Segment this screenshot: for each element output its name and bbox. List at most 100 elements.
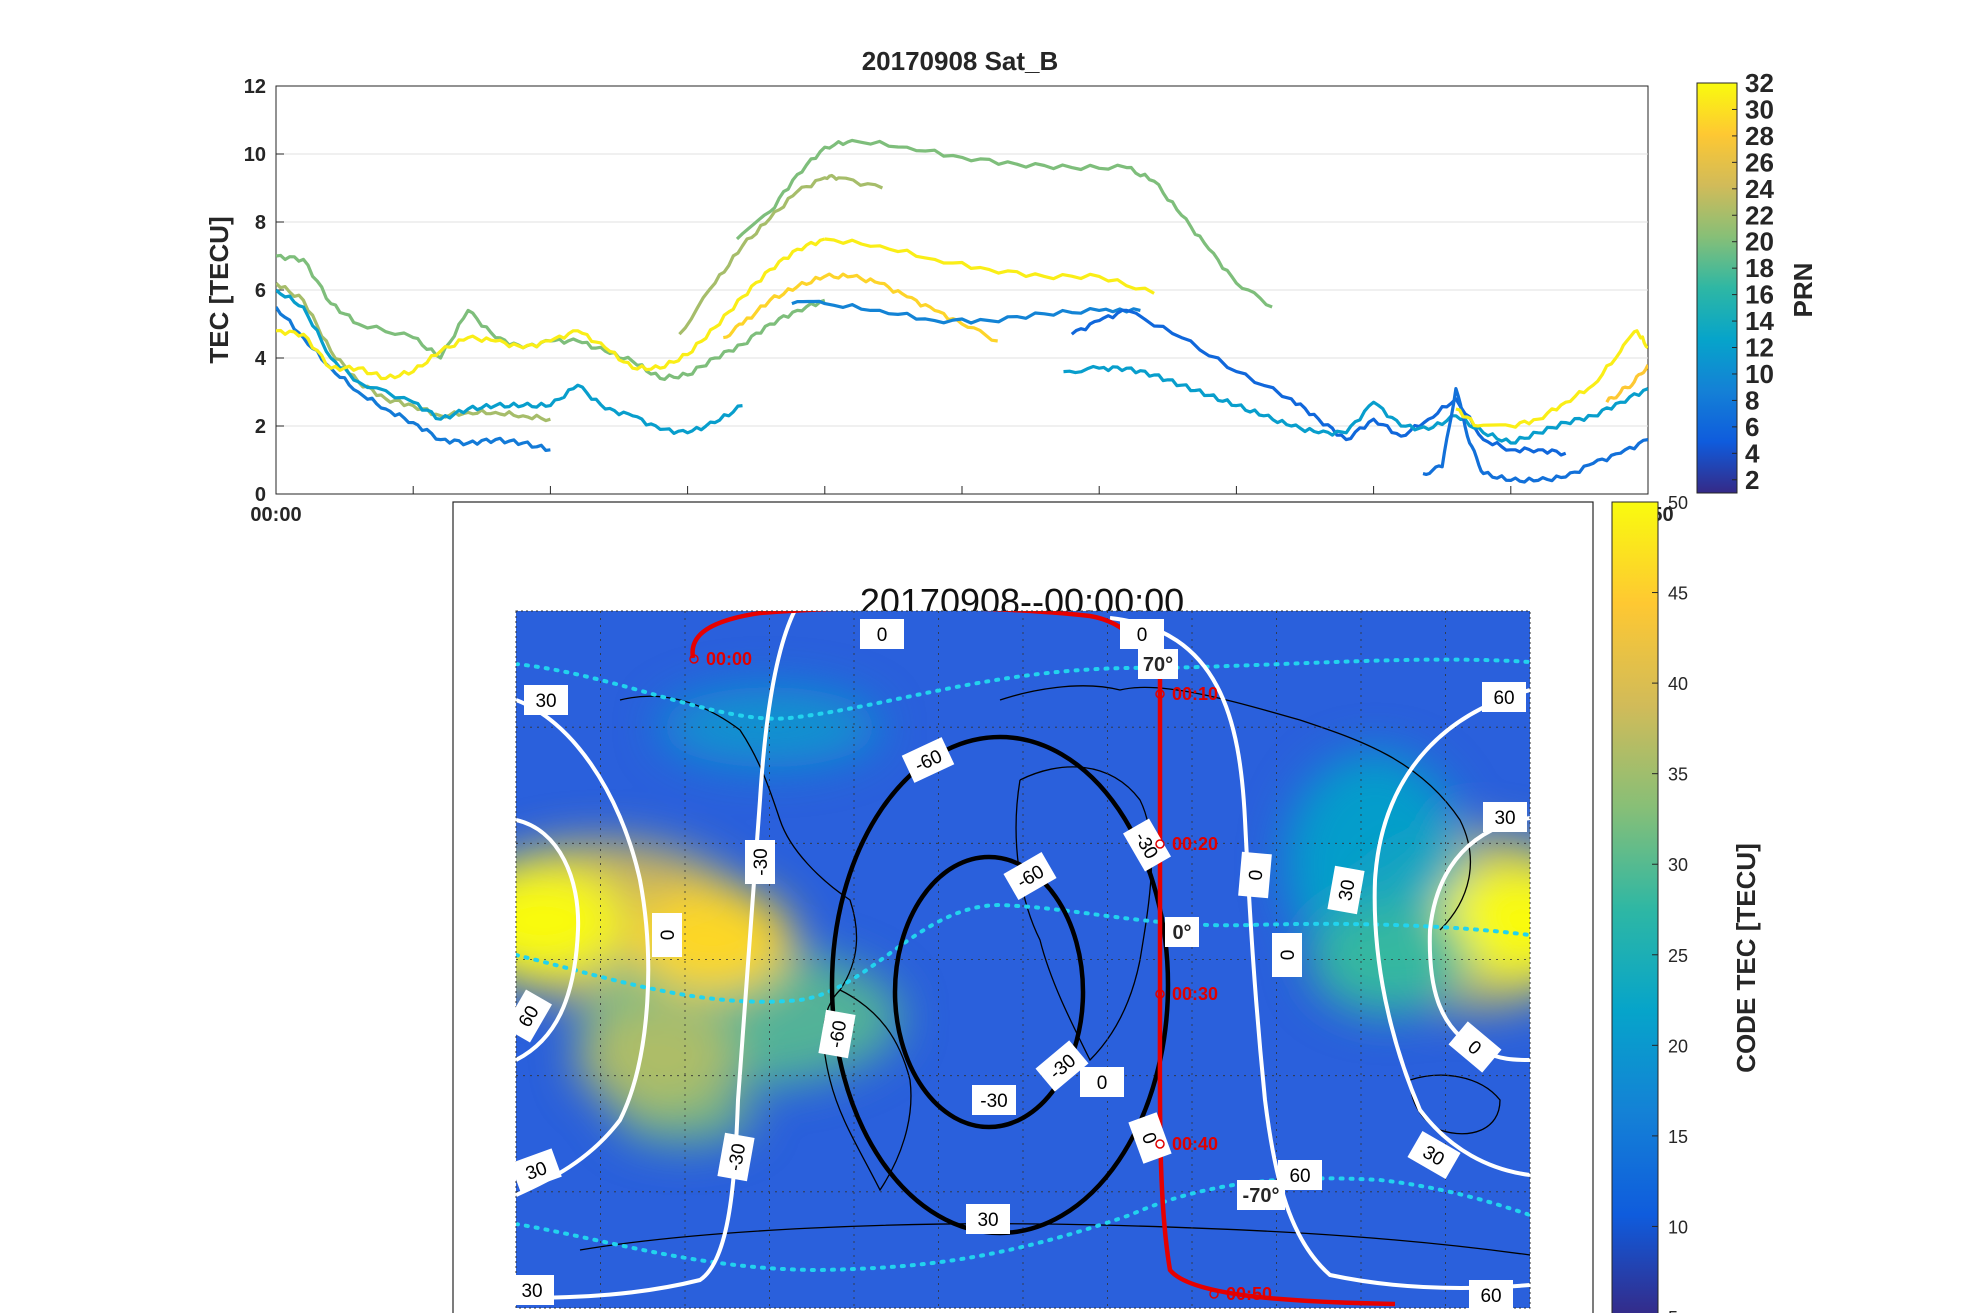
y-tick-label: 4 — [255, 348, 267, 370]
contour-label-box — [1120, 619, 1164, 649]
contour-label: 30 — [524, 685, 568, 715]
track-time-label: 00:20 — [1172, 834, 1218, 854]
contour-label: 30 — [1407, 1131, 1461, 1179]
prn-series-line — [276, 253, 826, 381]
contour-label: -30 — [717, 1132, 755, 1182]
latitude-line-70s — [516, 1176, 1530, 1273]
y-tick-label: 10 — [244, 144, 266, 166]
prn-tick-label: 14 — [1745, 306, 1774, 336]
prn-tick-label: 10 — [1745, 359, 1774, 389]
contour-label: 30 — [1483, 802, 1527, 832]
track-time-label: 00:10 — [1172, 684, 1218, 704]
contour-label-text: 60 — [1480, 1286, 1501, 1307]
contour-label-box — [860, 619, 904, 649]
tec-heatmap — [516, 687, 1530, 1145]
y-tick-label: 8 — [255, 212, 266, 234]
contour-0-east — [1109, 616, 1530, 1290]
contour-60-west — [516, 818, 581, 1062]
prn-series-line — [824, 237, 1155, 295]
contour-label-box — [972, 1085, 1016, 1115]
prn-tick-label: 6 — [1745, 412, 1759, 442]
white-contours — [516, 611, 1530, 1300]
line-chart-title: 20170908 Sat_B — [862, 46, 1059, 76]
track-time-labels: 00:00 00:10 00:20 00:30 00:40 00:50 — [689, 649, 1272, 1304]
y-tick-label: 0 — [255, 484, 266, 506]
prn-tick-label: 32 — [1745, 68, 1774, 98]
lat-70n-label: 70° — [1143, 654, 1173, 676]
prn-series-line — [735, 138, 1273, 309]
contour-label-text: 60 — [1493, 688, 1514, 709]
tec-tick-label: 50 — [1668, 493, 1688, 513]
prn-series-line — [1070, 308, 1567, 457]
contour-label: 0 — [1238, 851, 1272, 899]
contour-label: 30 — [510, 1275, 554, 1305]
contour-label: 0 — [1080, 1067, 1124, 1097]
contour-label-box — [1327, 865, 1365, 915]
contour-label: 0 — [1128, 1112, 1172, 1164]
contour-label-box — [510, 1275, 554, 1305]
track-marker — [1155, 989, 1165, 999]
track-time-label: 00:30 — [1172, 984, 1218, 1004]
prn-series-line — [1605, 364, 1648, 403]
tec-peak — [516, 865, 625, 976]
contour-label-box — [1035, 1040, 1089, 1092]
contour-label-box — [1128, 1112, 1172, 1164]
track-time-label: 00:00 — [706, 649, 752, 669]
prn-tick-label: 20 — [1745, 227, 1774, 257]
prn-tick-label: 16 — [1745, 280, 1774, 310]
prn-tick-label: 22 — [1745, 200, 1774, 230]
contour-label: 60 — [1482, 682, 1526, 712]
tec-tick-label: 15 — [1668, 1127, 1688, 1147]
tec-map-panel: 20170908--00:00:00 — [452, 493, 1761, 1313]
contour-label-text: 0 — [1246, 869, 1268, 881]
contour-label: 60 — [1469, 1280, 1513, 1310]
latitude-line-70n — [516, 657, 1530, 721]
contour-label-text: 30 — [977, 1210, 998, 1231]
tec-colorbar-label: CODE TEC [TECU] — [1731, 843, 1761, 1073]
contour-label-text: 60 — [1289, 1166, 1310, 1187]
contour-label-box — [901, 737, 955, 783]
tec-peak — [576, 1001, 737, 1112]
contour-label-text: 0 — [877, 625, 888, 646]
prn-series-line — [276, 288, 743, 435]
lat-0-label: 0° — [1172, 922, 1191, 944]
tec-colorbar-ticks: 5 10 15 20 25 30 35 40 45 50 — [1652, 493, 1688, 1313]
contour-label-box — [1278, 1160, 1322, 1190]
latitude-lines — [516, 657, 1530, 1273]
satellite-track — [690, 611, 1396, 1307]
contour-label-text: 0 — [658, 930, 679, 941]
contour-label-text: 0 — [1097, 1073, 1108, 1094]
contour-label-box — [1003, 852, 1057, 900]
tec-tick-label: 10 — [1668, 1217, 1688, 1237]
prn-colorbar — [1696, 82, 1738, 494]
contour-label-box — [1483, 802, 1527, 832]
track-marker — [1155, 689, 1165, 699]
contour-30-east — [1372, 688, 1530, 1177]
prn-tick-label: 24 — [1745, 174, 1774, 204]
contour-label-box — [1123, 818, 1171, 872]
coast-africa — [1015, 766, 1153, 1062]
contour-label-box — [818, 1009, 856, 1059]
contour-label-text: 30 — [1494, 808, 1515, 829]
contour-label: 60 — [504, 989, 552, 1043]
prn-series-line — [678, 173, 884, 336]
prn-series-line — [276, 306, 551, 452]
track-marker — [689, 654, 699, 664]
contour-label: 0 — [652, 913, 682, 957]
contour-label-text: 30 — [535, 691, 556, 712]
tec-line-chart: 20170908 Sat_B 02468101200:0000:1000:200… — [204, 46, 1818, 526]
lat-70n-box — [1138, 649, 1178, 679]
prn-tick-label: 8 — [1745, 385, 1759, 415]
contour-label-text: -30 — [980, 1091, 1007, 1112]
contour-label: 30 — [1327, 865, 1365, 915]
prn-series-line — [276, 237, 826, 381]
contour-label: 30 — [510, 1148, 562, 1192]
prn-tick-label: 26 — [1745, 147, 1774, 177]
contour-0-west — [516, 611, 797, 1300]
latitude-line-0 — [516, 902, 1530, 1004]
contour-label-box — [745, 840, 775, 884]
track-marker — [1155, 839, 1165, 849]
contour-label-text: 0 — [1137, 625, 1148, 646]
